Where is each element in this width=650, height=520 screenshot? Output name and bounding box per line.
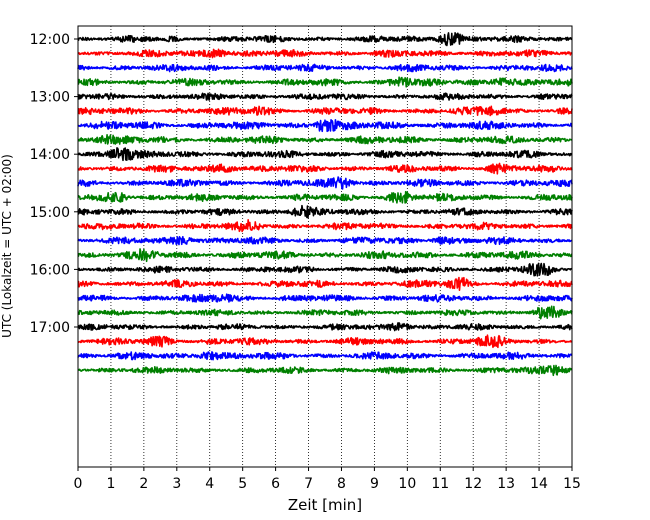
trace-1215: [77, 48, 573, 59]
x-tick-label: 5: [238, 476, 247, 492]
trace-1430: [77, 176, 573, 190]
y-axis-label: UTC (Lokalzeit = UTC + 02:00): [0, 154, 14, 338]
trace-1300: [77, 92, 573, 101]
trace-1245: [77, 76, 573, 88]
y-tick-label: 12:00: [30, 32, 70, 48]
trace-1645: [77, 305, 573, 320]
x-tick-label: 15: [563, 476, 581, 492]
x-tick-label: 6: [271, 476, 280, 492]
trace-1700: [77, 322, 573, 332]
trace-1415: [77, 162, 573, 175]
x-tick-label: 8: [337, 476, 346, 492]
plot-frame: [77, 25, 573, 468]
x-tick-label: 3: [172, 476, 181, 492]
x-tick-label: 12: [464, 476, 482, 492]
y-tick-label: 15:00: [30, 205, 70, 221]
trace-1615: [77, 276, 573, 291]
x-axis-label: Zeit [min]: [288, 496, 362, 514]
trace-1600: [77, 262, 573, 277]
x-tick-label: 9: [370, 476, 379, 492]
trace-1745: [77, 364, 573, 377]
trace-1315: [77, 105, 573, 117]
trace-1330: [77, 118, 573, 133]
x-tick-label: 10: [398, 476, 416, 492]
x-tick-label: 2: [139, 476, 148, 492]
trace-1230: [77, 63, 573, 73]
seismic-traces: [77, 31, 573, 377]
y-tick-label: 17:00: [30, 320, 70, 336]
trace-1400: [77, 147, 573, 162]
trace-1715: [77, 334, 573, 349]
y-tick-label: 14:00: [30, 147, 70, 163]
trace-1630: [77, 293, 573, 303]
trace-1530: [77, 235, 573, 246]
trace-1345: [77, 133, 573, 145]
vertical-grid: [110, 26, 540, 467]
x-tick-label: 11: [431, 476, 449, 492]
trace-1515: [77, 219, 573, 233]
y-tick-label: 13:00: [30, 90, 70, 106]
trace-1500: [77, 204, 573, 219]
x-axis-ticks: 0 1 2 3 4 5 6 7 8 9 10 11 12 13 14 15: [74, 467, 581, 492]
y-axis-ticks: 12:00 13:00 14:00 15:00 16:00 17:00: [30, 32, 78, 336]
x-tick-label: 13: [497, 476, 515, 492]
y-tick-label: 16:00: [30, 262, 70, 278]
trace-1200: [77, 31, 573, 47]
x-tick-label: 0: [74, 476, 83, 492]
trace-1545: [77, 248, 573, 263]
x-tick-label: 1: [106, 476, 115, 492]
x-tick-label: 4: [205, 476, 214, 492]
trace-1445: [77, 190, 573, 204]
x-tick-label: 14: [530, 476, 548, 492]
x-tick-label: 7: [304, 476, 313, 492]
trace-1730: [77, 351, 573, 361]
